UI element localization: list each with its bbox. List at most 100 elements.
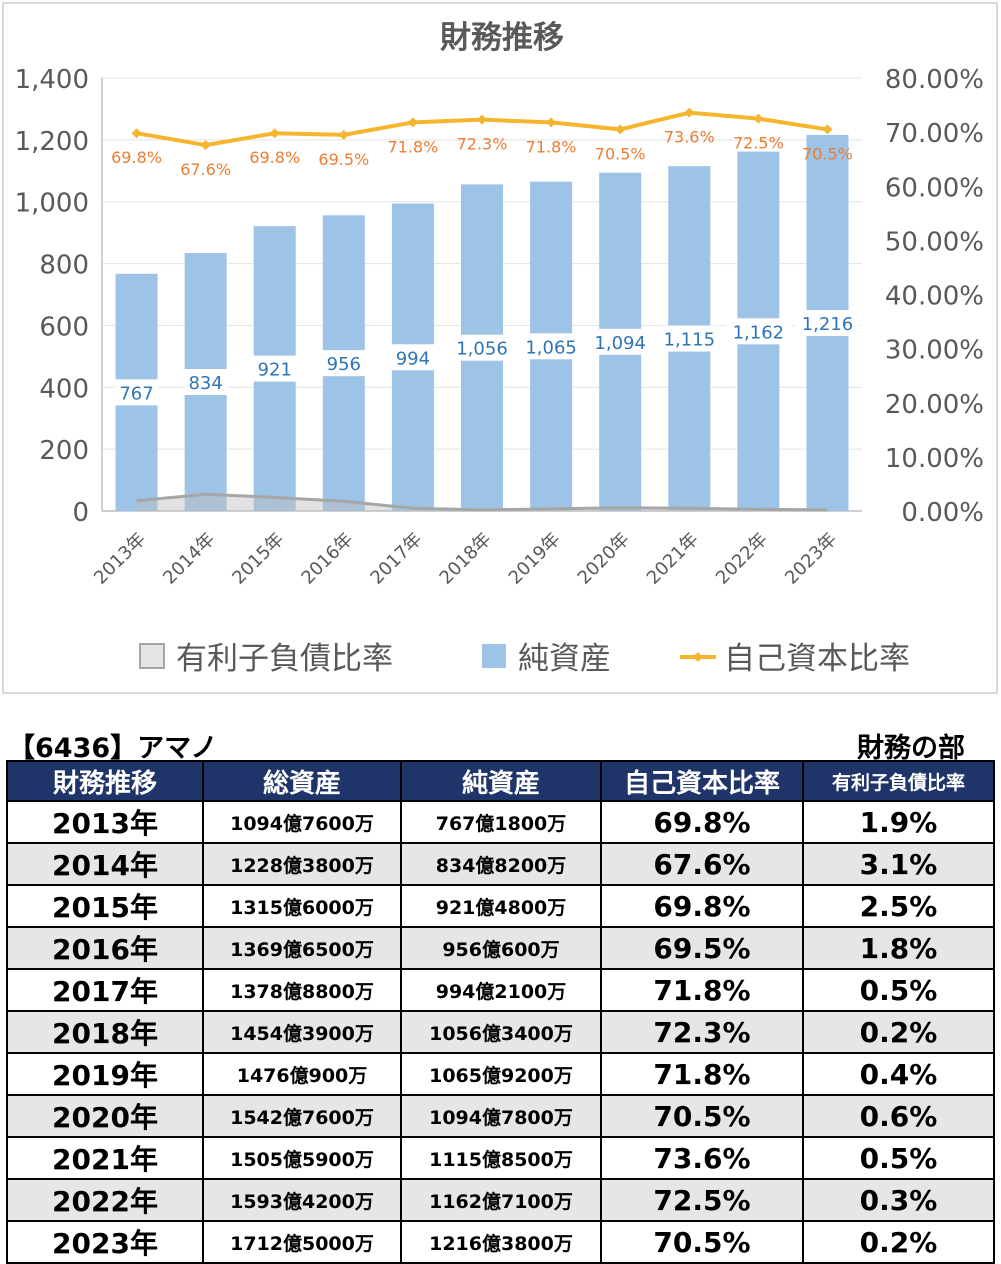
bar-data-label: 1,115: [664, 330, 716, 351]
header-debt-ratio: 有利子負債比率: [802, 760, 995, 802]
y-right-tick-label: 40.00%: [885, 282, 984, 312]
bar-label-bg: [518, 333, 584, 360]
cell-net-assets: 1065億9200万: [400, 1052, 602, 1096]
company-code-title: 【6436】アマノ: [8, 733, 218, 764]
bar-label-bg: [794, 309, 860, 336]
point-equity-ratio: [407, 117, 418, 128]
cell-net-assets: 1115億8500万: [400, 1136, 602, 1180]
bar-data-label: 767: [119, 383, 153, 404]
cell-total-assets: 1476億900万: [202, 1052, 402, 1096]
cell-net-assets: 921億4800万: [400, 884, 602, 928]
point-equity-ratio: [200, 140, 211, 151]
line-data-label: 70.5%: [802, 144, 853, 163]
y-left-tick-label: 1,200: [15, 127, 89, 157]
bar-data-label: 1,216: [802, 314, 854, 335]
cell-year: 2013年: [6, 800, 204, 844]
y-left-tick-label: 1,000: [15, 189, 89, 219]
cell-debt-ratio: 0.5%: [802, 1136, 995, 1180]
financial-chart: 財務推移 0 200 400 600 800 1,000 1,200 1,400 0.00% 10.…: [15, 20, 984, 677]
point-equity-ratio: [753, 113, 764, 124]
y-right-tick-label: 70.00%: [885, 119, 984, 149]
bar-data-label: 956: [327, 354, 361, 375]
bar-label-bg: [115, 379, 159, 406]
bar-data-label: 834: [188, 373, 222, 394]
cell-year: 2023年: [6, 1220, 204, 1264]
bar-label-bg: [391, 344, 435, 371]
cell-debt-ratio: 3.1%: [802, 842, 995, 886]
bar-label-bg: [449, 334, 515, 361]
cell-net-assets: 956億600万: [400, 926, 602, 970]
table-row: 2013年 1094億7600万 767億1800万 69.8% 1.9%: [6, 800, 995, 844]
cell-equity-ratio: 72.3%: [600, 1010, 804, 1054]
cell-year: 2017年: [6, 968, 204, 1012]
line-data-label: 70.5%: [595, 144, 646, 163]
y-right-tick-label: 80.00%: [885, 65, 984, 95]
legend-marker-equity-ratio: [693, 652, 703, 662]
line-data-label: 73.6%: [664, 128, 715, 147]
y-right-tick-label: 60.00%: [885, 173, 984, 203]
cell-year: 2015年: [6, 884, 204, 928]
financial-table: 財務推移 総資産 純資産 自己資本比率 有利子負債比率 2013年 1094億76…: [6, 760, 995, 1264]
cell-year: 2019年: [6, 1052, 204, 1096]
cell-year: 2014年: [6, 842, 204, 886]
cell-total-assets: 1369億6500万: [202, 926, 402, 970]
chart-panel: 財務推移 0 200 400 600 800 1,000 1,200 1,400 0.00% 10.…: [2, 2, 998, 694]
area-debt-ratio: [136, 494, 828, 511]
table-row: 2017年 1378億8800万 994億2100万 71.8% 0.5%: [6, 968, 995, 1012]
header-year: 財務推移: [6, 760, 204, 802]
line-data-label: 71.8%: [387, 137, 438, 156]
chart-title: 財務推移: [440, 20, 564, 56]
x-category-label: 2015年: [228, 529, 288, 589]
table-body: 2013年 1094億7600万 767億1800万 69.8% 1.9% 2014年 12…: [6, 800, 995, 1264]
point-equity-ratio: [131, 128, 142, 139]
line-data-label: 72.5%: [733, 134, 784, 153]
bar-label-bg: [656, 325, 722, 352]
line-data-label: 72.3%: [457, 135, 508, 154]
x-category-label: 2019年: [505, 529, 565, 589]
point-equity-ratio: [615, 124, 626, 135]
table-row: 2016年 1369億6500万 956億600万 69.5% 1.8%: [6, 926, 995, 970]
section-title: 財務の部: [857, 733, 965, 764]
x-category-label: 2023年: [781, 529, 841, 589]
x-category-label: 2013年: [90, 529, 150, 589]
bar-data-label: 994: [396, 348, 430, 369]
point-equity-ratio: [546, 117, 557, 128]
bar-label-bg: [322, 350, 366, 377]
x-category-label: 2018年: [436, 529, 496, 589]
cell-equity-ratio: 73.6%: [600, 1136, 804, 1180]
header-equity-ratio: 自己資本比率: [600, 760, 804, 802]
table-row: 2018年 1454億3900万 1056億3400万 72.3% 0.2%: [6, 1010, 995, 1054]
cell-debt-ratio: 0.3%: [802, 1178, 995, 1222]
cell-total-assets: 1593億4200万: [202, 1178, 402, 1222]
cell-debt-ratio: 1.9%: [802, 800, 995, 844]
cell-total-assets: 1505億5900万: [202, 1136, 402, 1180]
x-category-label: 2021年: [643, 529, 703, 589]
point-equity-ratio: [338, 129, 349, 140]
cell-debt-ratio: 0.6%: [802, 1094, 995, 1138]
point-equity-ratio: [477, 114, 487, 125]
y-left-tick-label: 0: [72, 498, 89, 528]
point-equity-ratio: [269, 128, 280, 139]
legend-swatch-debt-ratio: [139, 643, 165, 669]
bar-data-label: 1,162: [733, 322, 785, 343]
cell-debt-ratio: 0.4%: [802, 1052, 995, 1096]
line-data-label: 69.5%: [318, 150, 369, 169]
cell-equity-ratio: 72.5%: [600, 1178, 804, 1222]
cell-equity-ratio: 70.5%: [600, 1094, 804, 1138]
y-left-tick-label: 200: [39, 436, 89, 466]
legend-label-equity-ratio: 自己資本比率: [724, 641, 910, 677]
cell-debt-ratio: 0.5%: [802, 968, 995, 1012]
table-row: 2015年 1315億6000万 921億4800万 69.8% 2.5%: [6, 884, 995, 928]
x-category-label: 2020年: [574, 529, 634, 589]
cell-equity-ratio: 71.8%: [600, 968, 804, 1012]
cell-total-assets: 1712億5000万: [202, 1220, 402, 1264]
cell-total-assets: 1378億8800万: [202, 968, 402, 1012]
point-equity-ratio: [822, 124, 833, 135]
table-row: 2022年 1593億4200万 1162億7100万 72.5% 0.3%: [6, 1178, 995, 1222]
cell-net-assets: 834億8200万: [400, 842, 602, 886]
bar-label-bg: [725, 318, 791, 345]
line-data-label: 67.6%: [180, 160, 231, 179]
y-right-tick-label: 30.00%: [885, 336, 984, 366]
x-category-label: 2014年: [159, 529, 219, 589]
cell-year: 2022年: [6, 1178, 204, 1222]
